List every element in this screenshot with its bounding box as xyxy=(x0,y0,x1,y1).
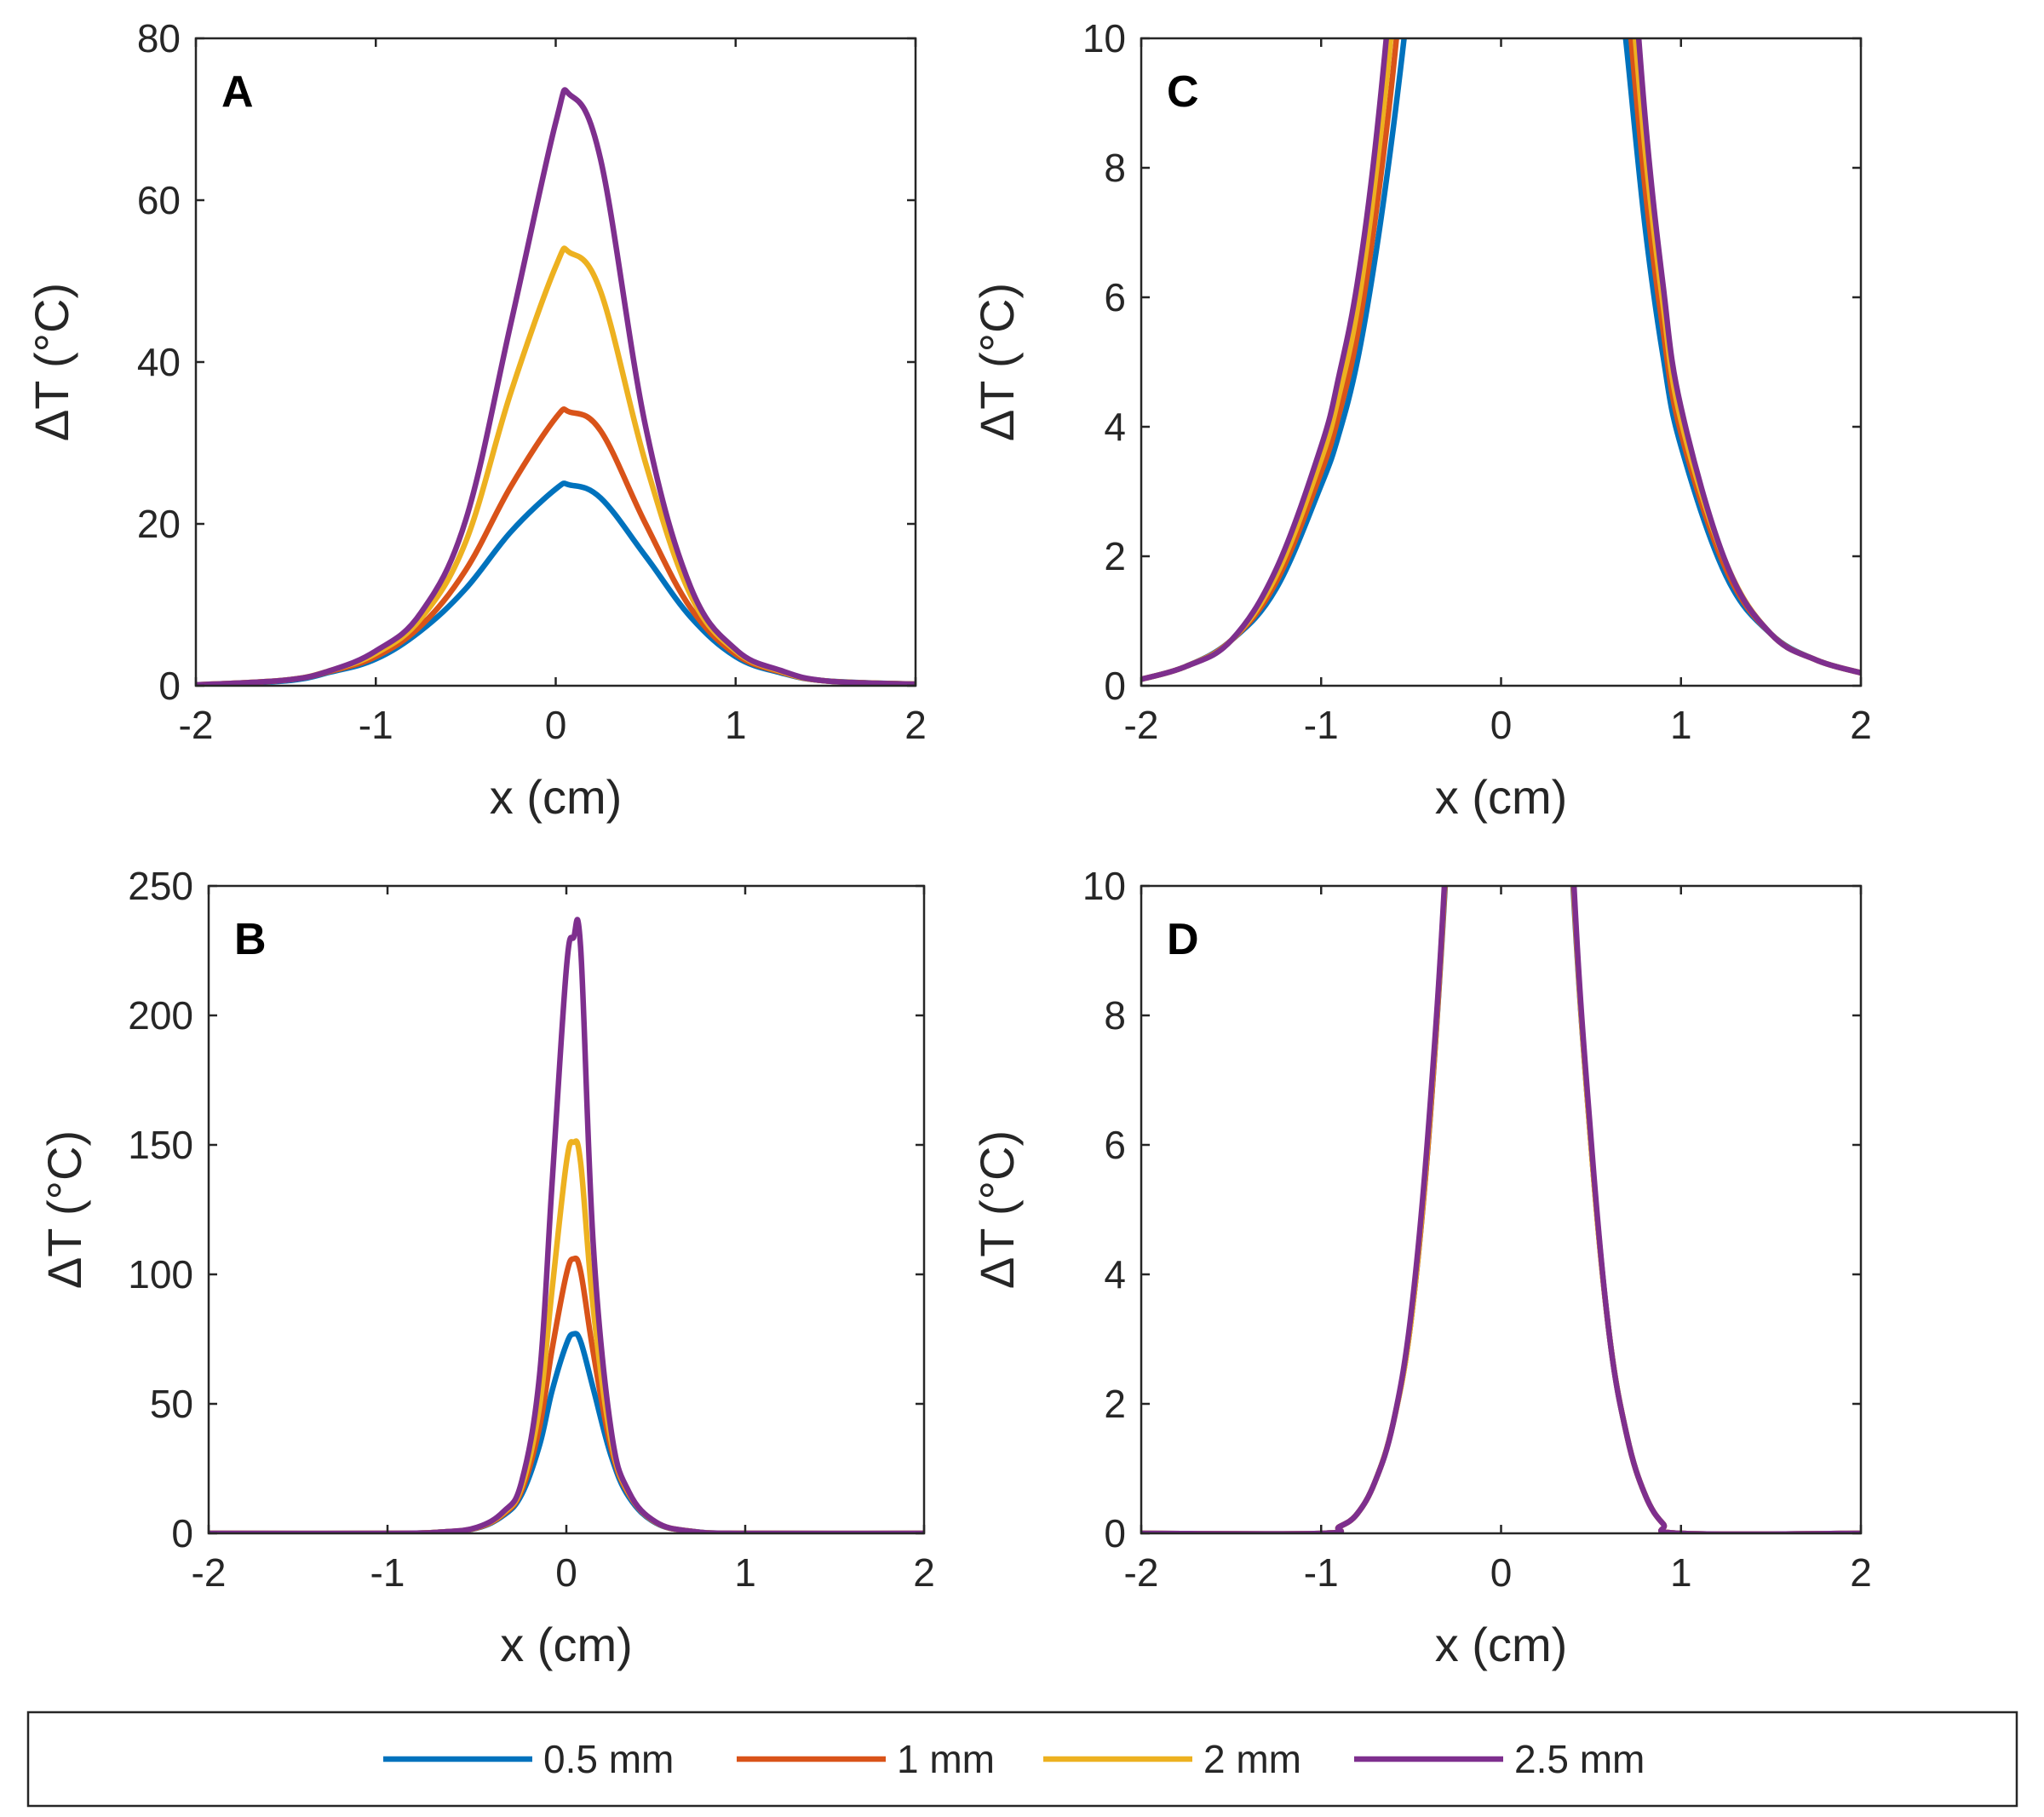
x-tick-label: 0 xyxy=(1490,703,1513,747)
x-tick-label: 1 xyxy=(734,1550,756,1595)
y-tick-label: 10 xyxy=(1082,16,1126,60)
x-tick-label: 2 xyxy=(1850,1550,1872,1595)
chart-panel-B: -2 -1 0 1 2 0 50 100 150 200 250 x (cm) ΔT (°C) B xyxy=(37,864,935,1671)
x-tick-label: -2 xyxy=(1124,1550,1159,1595)
y-tick-label: 4 xyxy=(1104,1252,1126,1297)
y-tick-label: 20 xyxy=(137,502,181,546)
x-tick-label: 1 xyxy=(1670,703,1692,747)
y-axis-label: ΔT (°C) xyxy=(970,1130,1024,1289)
y-tick-label: 2 xyxy=(1104,1382,1126,1426)
y-axis-label: ΔT (°C) xyxy=(970,283,1024,441)
series-line-2p5-mm xyxy=(1141,38,1861,682)
y-tick-label: 0 xyxy=(1104,664,1126,708)
x-tick-label: -2 xyxy=(192,1550,227,1595)
x-tick-label: 2 xyxy=(1850,703,1872,747)
legend-entry-label: 0.5 mm xyxy=(543,1737,674,1781)
legend-entry-label: 2 mm xyxy=(1203,1737,1301,1781)
x-tick-label: 1 xyxy=(1670,1550,1692,1595)
x-tick-label: -2 xyxy=(179,703,214,747)
chart-panel-C: -2 -1 0 1 2 0 2 4 6 8 10 x (cm) ΔT (°C) C xyxy=(970,16,1872,824)
series-group xyxy=(209,917,924,1533)
series-line-2-mm xyxy=(1141,38,1861,682)
series-line-2p5-mm xyxy=(209,917,924,1533)
series-group xyxy=(1141,886,1861,1533)
panel-label: C xyxy=(1167,67,1199,117)
y-tick-label: 60 xyxy=(137,178,181,222)
y-tick-label: 250 xyxy=(128,864,193,908)
x-tick-label: 0 xyxy=(555,1550,577,1595)
x-axis-label: x (cm) xyxy=(500,1618,633,1671)
y-tick-label: 50 xyxy=(150,1382,193,1426)
legend-entry-label: 1 mm xyxy=(897,1737,995,1781)
y-tick-label: 200 xyxy=(128,993,193,1038)
x-tick-label: -1 xyxy=(359,703,393,747)
x-tick-label: 2 xyxy=(904,703,927,747)
y-tick-label: 100 xyxy=(128,1252,193,1297)
y-tick-label: 8 xyxy=(1104,146,1126,190)
plot-area xyxy=(196,38,916,686)
plot-area xyxy=(1141,38,1861,686)
y-tick-label: 0 xyxy=(158,664,181,708)
y-tick-label: 8 xyxy=(1104,993,1126,1038)
series-line-1-mm xyxy=(1141,38,1861,682)
x-tick-label: -1 xyxy=(1304,703,1339,747)
y-tick-label: 0 xyxy=(1104,1511,1126,1555)
x-axis-label: x (cm) xyxy=(490,770,623,824)
series-line-2p5-mm xyxy=(196,87,916,686)
legend: 0.5 mm 1 mm 2 mm 2.5 mm xyxy=(26,1711,2018,1808)
series-line-0p5-mm xyxy=(1141,38,1861,682)
y-tick-label: 6 xyxy=(1104,275,1126,319)
y-axis-label: ΔT (°C) xyxy=(37,1130,91,1289)
y-axis-label: ΔT (°C) xyxy=(25,283,78,441)
panel-label: A xyxy=(221,67,254,117)
y-tick-label: 6 xyxy=(1104,1123,1126,1167)
y-tick-label: 40 xyxy=(137,340,181,384)
legend-box xyxy=(26,1711,2018,1808)
x-tick-label: -2 xyxy=(1124,703,1159,747)
x-axis-label: x (cm) xyxy=(1435,1618,1568,1671)
x-tick-label: 2 xyxy=(913,1550,935,1595)
legend-entry-label: 2.5 mm xyxy=(1514,1737,1645,1781)
series-group xyxy=(196,87,916,686)
y-tick-label: 2 xyxy=(1104,534,1126,578)
chart-panel-D: -2 -1 0 1 2 0 2 4 6 8 10 x (cm) ΔT (°C) D xyxy=(970,864,1872,1671)
x-tick-label: 0 xyxy=(1490,1550,1513,1595)
panel-label: B xyxy=(234,915,267,964)
x-axis-label: x (cm) xyxy=(1435,770,1568,824)
series-line-2p5-mm xyxy=(1141,886,1861,1533)
x-tick-label: 1 xyxy=(725,703,747,747)
x-tick-label: -1 xyxy=(1304,1550,1339,1595)
plot-area xyxy=(1141,886,1861,1533)
x-tick-label: -1 xyxy=(370,1550,405,1595)
x-tick-label: 0 xyxy=(545,703,567,747)
y-tick-label: 10 xyxy=(1082,864,1126,908)
series-group xyxy=(1141,38,1861,682)
y-tick-label: 4 xyxy=(1104,405,1126,449)
y-tick-label: 150 xyxy=(128,1123,193,1167)
y-tick-label: 80 xyxy=(137,16,181,60)
panel-label: D xyxy=(1167,915,1199,964)
y-tick-label: 0 xyxy=(171,1511,193,1555)
